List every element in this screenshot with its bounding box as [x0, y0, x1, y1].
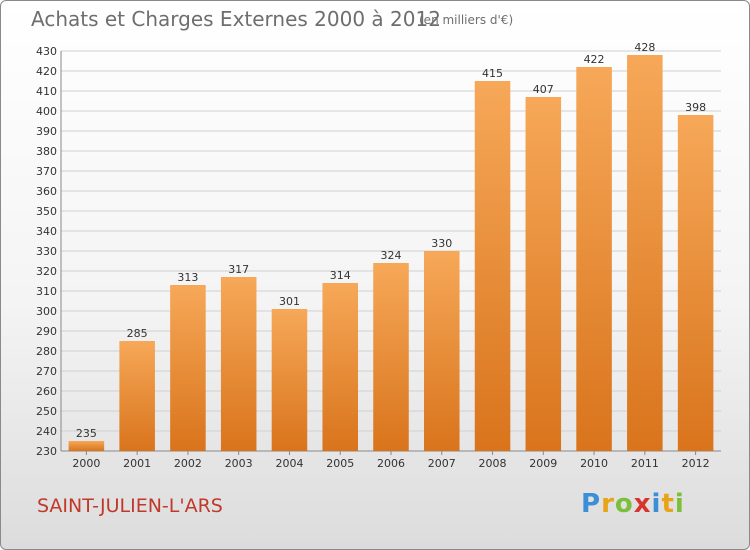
- data-label-2005: 314: [330, 269, 351, 282]
- y-tick-label: 290: [36, 325, 57, 338]
- y-tick-label: 430: [36, 45, 57, 58]
- chart-title: Achats et Charges Externes 2000 à 2012: [31, 7, 441, 31]
- data-label-2002: 313: [177, 271, 198, 284]
- proxiti-logo: Proxiti: [581, 489, 685, 519]
- x-tick-label-2004: 2004: [275, 457, 303, 470]
- bar-2004: [271, 309, 308, 451]
- x-tick-label-2000: 2000: [72, 457, 100, 470]
- x-tick-label-2003: 2003: [225, 457, 253, 470]
- x-tick-label-2001: 2001: [123, 457, 151, 470]
- logo-letter: o: [614, 489, 634, 519]
- bar-2007: [424, 251, 460, 451]
- y-tick-label: 310: [36, 285, 57, 298]
- bar-2001: [119, 341, 155, 451]
- data-label-2000: 235: [76, 427, 97, 440]
- y-tick-label: 240: [36, 425, 57, 438]
- y-tick-label: 260: [36, 385, 57, 398]
- x-tick-label-2008: 2008: [479, 457, 507, 470]
- y-tick-label: 230: [36, 445, 57, 458]
- y-tick-label: 340: [36, 225, 57, 238]
- data-label-2010: 422: [584, 53, 605, 66]
- y-tick-label: 250: [36, 405, 57, 418]
- y-tick-label: 390: [36, 125, 57, 138]
- logo-letter: t: [661, 489, 675, 519]
- y-tick-label: 370: [36, 165, 57, 178]
- bar-2006: [373, 263, 409, 451]
- x-tick-label-2006: 2006: [377, 457, 405, 470]
- y-tick-label: 280: [36, 345, 57, 358]
- x-tick-label-2012: 2012: [682, 457, 710, 470]
- y-tick-label: 330: [36, 245, 57, 258]
- bar-2012: [677, 115, 714, 451]
- bar-2000: [68, 441, 105, 451]
- logo-letter: i: [651, 489, 662, 519]
- data-label-2003: 317: [228, 263, 249, 276]
- bar-2010: [576, 67, 612, 451]
- bar-2003: [220, 277, 257, 451]
- data-label-2011: 428: [634, 41, 655, 54]
- logo-letter: P: [581, 489, 602, 519]
- y-tick-label: 270: [36, 365, 57, 378]
- y-tick-label: 400: [36, 105, 57, 118]
- data-label-2009: 407: [533, 83, 554, 96]
- data-label-2012: 398: [685, 101, 706, 114]
- data-label-2007: 330: [431, 237, 452, 250]
- y-tick-label: 360: [36, 185, 57, 198]
- data-label-2006: 324: [381, 249, 402, 262]
- commune-name: SAINT-JULIEN-L'ARS: [37, 495, 223, 517]
- y-tick-label: 320: [36, 265, 57, 278]
- data-label-2008: 415: [482, 67, 503, 80]
- bar-2011: [627, 55, 663, 451]
- y-tick-label: 410: [36, 85, 57, 98]
- logo-letter: r: [601, 489, 615, 519]
- data-label-2001: 285: [127, 327, 148, 340]
- logo-letter: i: [674, 489, 685, 519]
- x-tick-label-2002: 2002: [174, 457, 202, 470]
- x-tick-label-2005: 2005: [326, 457, 354, 470]
- y-tick-label: 380: [36, 145, 57, 158]
- chart-unit: (en milliers d'€): [419, 13, 514, 27]
- logo-letter: x: [633, 489, 652, 519]
- bar-2009: [525, 97, 562, 451]
- data-label-2004: 301: [279, 295, 300, 308]
- x-tick-label-2010: 2010: [580, 457, 608, 470]
- bar-2008: [474, 81, 511, 451]
- y-tick-label: 300: [36, 305, 57, 318]
- x-tick-label-2011: 2011: [631, 457, 659, 470]
- x-tick-label-2009: 2009: [529, 457, 557, 470]
- y-tick-label: 420: [36, 65, 57, 78]
- x-tick-label-2007: 2007: [428, 457, 456, 470]
- bar-2002: [170, 285, 206, 451]
- bar-2005: [322, 283, 358, 451]
- y-tick-label: 350: [36, 205, 57, 218]
